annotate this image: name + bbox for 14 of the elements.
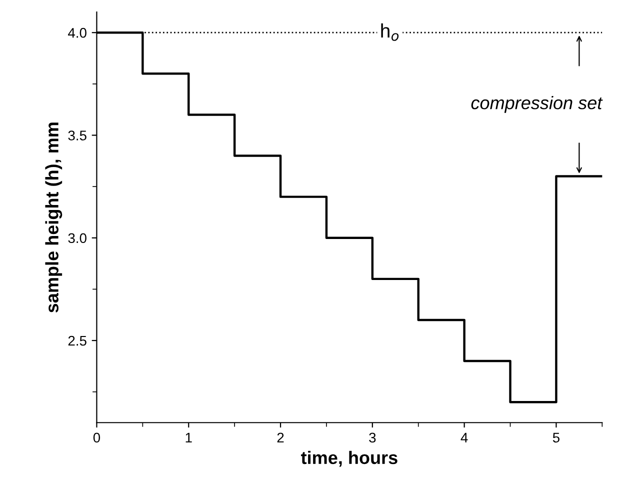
x-tick-label: 0 <box>93 432 100 443</box>
y-tick-label: 3.5 <box>68 130 86 140</box>
y-tick-label: 2.5 <box>68 336 86 346</box>
x-tick-label: 2 <box>277 432 284 442</box>
x-tick-label: 1 <box>186 432 192 442</box>
x-axis-title: time, hours <box>301 450 398 467</box>
y-tick-label: 4.0 <box>68 28 86 38</box>
x-tick-label: 3 <box>369 432 376 443</box>
x-tick-label: 5 <box>552 432 560 443</box>
annotation: compression set <box>471 96 603 113</box>
y-axis-title: sample height (h), mm <box>45 122 62 313</box>
ref-line-label: h$_{o}$ <box>381 23 399 41</box>
x-tick-label: 4 <box>460 432 468 442</box>
y-tick-label: 3.0 <box>68 233 86 244</box>
